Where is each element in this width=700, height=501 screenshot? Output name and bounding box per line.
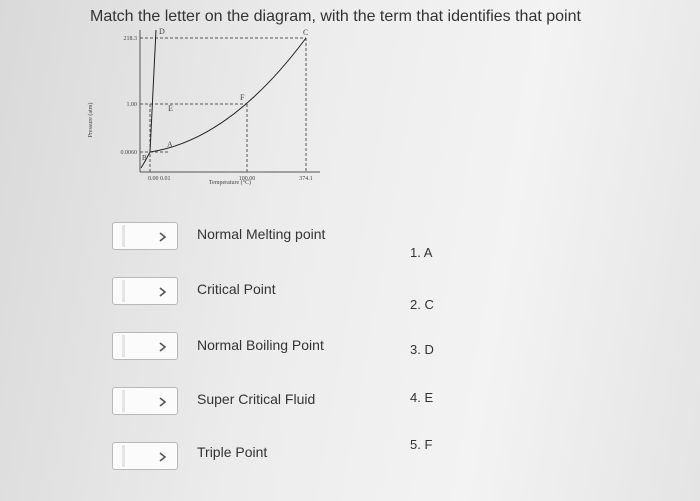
question: Match the letter on the diagram, with th… xyxy=(90,8,581,25)
dropdown[interactable] xyxy=(112,442,178,470)
y-tick-label: 0.0060 xyxy=(121,150,138,156)
dropdown[interactable] xyxy=(112,332,178,360)
chevron xyxy=(159,232,167,242)
option: 5. F xyxy=(410,437,433,452)
option: 3. D xyxy=(410,342,434,357)
term: Normal Melting point xyxy=(197,226,326,242)
term: Normal Boiling Point xyxy=(197,337,324,353)
x-tick-label: 100.00 xyxy=(239,176,256,182)
option: 2. C xyxy=(410,297,434,312)
x-axis-label: Temperature (°C) xyxy=(209,179,251,186)
term: Critical Point xyxy=(197,281,276,297)
term: Super Critical Fluid xyxy=(197,391,316,407)
point-label: B xyxy=(142,154,147,162)
point-label: D xyxy=(159,27,165,36)
y-tick-label: 1.00 xyxy=(127,102,138,108)
option: 4. E xyxy=(410,390,434,405)
x-tick-label: 374.1 xyxy=(299,176,313,182)
sublimation-curve xyxy=(140,151,151,169)
dropdown[interactable] xyxy=(112,222,178,250)
point-label: C xyxy=(303,28,308,37)
term: Triple Point xyxy=(197,444,268,460)
y-tick-label: 218.3 xyxy=(124,36,138,42)
melting-curve xyxy=(149,29,157,153)
phase-diagram: Pressure (atm) Temperature (°C) 218.3 1.… xyxy=(87,27,320,186)
point-label: E xyxy=(168,104,173,113)
chevron xyxy=(159,287,167,297)
option: 1. A xyxy=(410,245,433,260)
x-tick-label: 0.00 0.01 xyxy=(148,176,171,182)
y-axis-label: Pressure (atm) xyxy=(87,103,94,138)
chevron xyxy=(159,342,167,352)
point-label: F xyxy=(240,93,245,102)
chevron xyxy=(159,452,167,462)
chevron xyxy=(159,397,167,407)
vaporization-curve xyxy=(149,37,307,153)
dropdown[interactable] xyxy=(112,387,178,415)
dropdown[interactable] xyxy=(112,277,178,305)
point-label: A xyxy=(167,140,173,149)
